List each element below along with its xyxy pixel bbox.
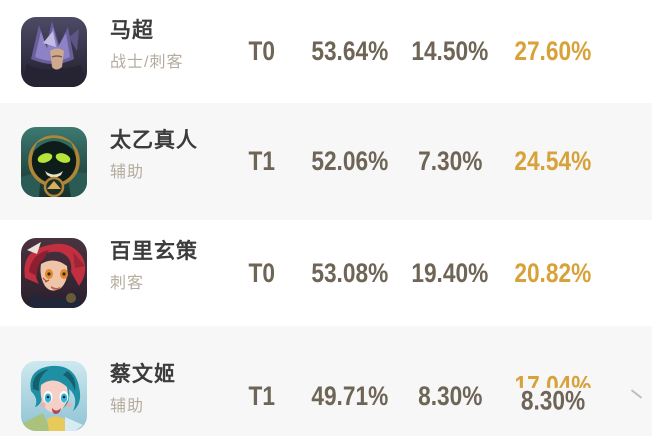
hero-name: 太乙真人 xyxy=(110,128,198,152)
ban-rate-value-ghost: 17.04% xyxy=(514,370,592,401)
pick-rate-value: 8.30% xyxy=(417,380,483,411)
ban-rate-value: 24.54% xyxy=(514,146,592,176)
hero-name: 蔡文姬 xyxy=(110,363,176,386)
tier-cell: T0 xyxy=(227,258,297,289)
pick-rate-cell: 14.50% xyxy=(402,36,498,67)
win-rate-cell: 52.06% xyxy=(297,146,402,177)
pick-rate-cell: 8.30% xyxy=(402,381,498,412)
ban-rate-cell: 27.60% xyxy=(498,36,608,67)
win-rate-value: 52.06% xyxy=(311,146,388,176)
hero-role: 刺客 xyxy=(110,275,145,292)
win-rate-value: 53.08% xyxy=(311,257,388,288)
hero-role: 辅助 xyxy=(110,398,145,415)
hero-name: 百里玄策 xyxy=(110,240,198,263)
hero-row-taiyizhenren[interactable]: 太乙真人 辅助 T1 52.06% 7.30% 24.54% xyxy=(0,103,652,220)
hero-row-bailixuance[interactable]: 百里玄策 刺客 T0 53.08% 19.40% 20.82% xyxy=(0,220,652,326)
taiyizhenren-avatar-art xyxy=(21,126,87,197)
caiwenji-avatar[interactable] xyxy=(21,361,87,431)
hero-name: 马超 xyxy=(110,18,154,42)
ban-rate-cell: 24.54% xyxy=(498,146,608,177)
hero-role: 辅助 xyxy=(110,163,145,181)
ban-rate-overlap-value: 8.30% xyxy=(520,385,586,416)
pick-rate-cell: 7.30% xyxy=(402,146,498,177)
ban-rate-cell: 20.82% xyxy=(498,258,608,289)
pick-rate-value: 7.30% xyxy=(417,146,483,176)
hero-role: 战士/刺客 xyxy=(110,53,184,71)
pick-rate-value: 14.50% xyxy=(411,36,489,66)
hero-info: 马超 战士/刺客 xyxy=(87,17,227,87)
tier-label: T1 xyxy=(248,146,276,176)
machao-avatar-art xyxy=(21,16,87,87)
bailixuance-avatar-art xyxy=(21,238,87,308)
win-rate-value: 49.71% xyxy=(311,380,388,411)
hero-info: 蔡文姬 辅助 xyxy=(87,361,227,431)
tier-label: T0 xyxy=(248,36,276,66)
hero-info: 百里玄策 刺客 xyxy=(87,238,227,308)
ban-rate-cell: 17.04% 8.30% xyxy=(498,326,608,436)
tier-cell: T1 xyxy=(227,381,297,412)
hero-info: 太乙真人 辅助 xyxy=(87,127,227,197)
machao-avatar[interactable] xyxy=(21,16,87,87)
hero-row-machao[interactable]: 马超 战士/刺客 T0 53.64% 14.50% 27.60% xyxy=(0,0,652,103)
tier-label: T1 xyxy=(248,380,276,411)
win-rate-cell: 53.64% xyxy=(297,36,402,67)
pick-rate-cell: 19.40% xyxy=(402,258,498,289)
taiyizhenren-avatar[interactable] xyxy=(21,126,87,197)
tier-cell: T0 xyxy=(227,36,297,67)
tier-cell: T1 xyxy=(227,146,297,177)
pick-rate-value: 19.40% xyxy=(411,257,489,288)
win-rate-cell: 49.71% xyxy=(297,381,402,412)
ban-rate-value: 27.60% xyxy=(514,36,592,66)
win-rate-cell: 53.08% xyxy=(297,258,402,289)
bailixuance-avatar[interactable] xyxy=(21,238,87,308)
hero-row-caiwenji[interactable]: 蔡文姬 辅助 T1 49.71% 8.30% 17.04% 8.30% xyxy=(0,326,652,436)
caiwenji-avatar-art xyxy=(21,361,87,431)
tier-label: T0 xyxy=(248,257,276,288)
win-rate-value: 53.64% xyxy=(311,36,388,66)
ban-rate-value: 20.82% xyxy=(514,257,592,288)
